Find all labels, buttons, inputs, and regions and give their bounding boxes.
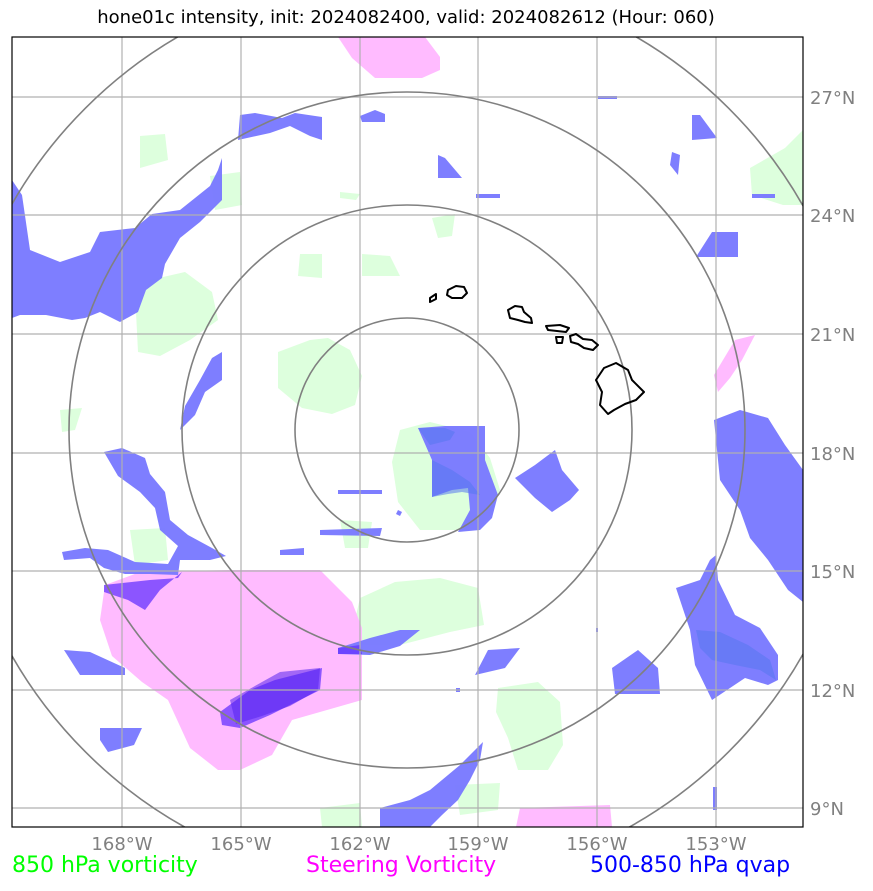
steering-vorticity-area bbox=[714, 335, 755, 392]
qvap-area bbox=[12, 158, 222, 322]
qvap-area bbox=[714, 410, 803, 602]
steering-vorticity-area bbox=[516, 805, 612, 827]
vorticity-850-area bbox=[60, 408, 82, 432]
lat-tick-label: 21°N bbox=[810, 325, 855, 346]
plot-title: hone01c intensity, init: 2024082400, val… bbox=[97, 7, 715, 28]
island-hawaii bbox=[595, 362, 645, 415]
range-ring bbox=[181, 204, 633, 656]
qvap-area bbox=[280, 548, 304, 555]
qvap-area bbox=[180, 352, 222, 430]
vorticity-850-area bbox=[355, 578, 484, 645]
vorticity-850-area bbox=[362, 254, 400, 276]
island-niihau bbox=[429, 293, 437, 303]
island-maui bbox=[569, 333, 599, 351]
qvap-area bbox=[360, 110, 385, 122]
island-lanai bbox=[555, 336, 564, 344]
vorticity-850-area bbox=[320, 803, 362, 827]
legend-steering-vorticity: Steering Vorticity bbox=[306, 853, 497, 878]
range-ring bbox=[294, 317, 520, 543]
legend-qvap: 500-850 hPa qvap bbox=[590, 853, 791, 878]
qvap-area bbox=[612, 650, 660, 694]
steering-vorticity-area bbox=[100, 570, 362, 770]
overlap-area bbox=[104, 572, 182, 610]
overlap-area bbox=[230, 668, 320, 724]
lon-tick-label: 162°W bbox=[329, 834, 390, 855]
lon-tick-label: 159°W bbox=[447, 834, 508, 855]
island-molokai bbox=[545, 324, 570, 333]
qvap-area bbox=[696, 232, 738, 257]
lat-tick-label: 18°N bbox=[810, 444, 855, 465]
steering-vorticity-layer bbox=[100, 37, 755, 827]
overlap-area bbox=[338, 645, 362, 654]
vorticity-850-area bbox=[750, 130, 803, 205]
vorticity-850-area bbox=[496, 682, 563, 770]
qvap-area bbox=[438, 155, 462, 178]
vorticity-850-area bbox=[432, 214, 455, 238]
lon-tick-label: 153°W bbox=[685, 834, 746, 855]
lon-tick-label: 168°W bbox=[91, 834, 152, 855]
vorticity-850-area bbox=[298, 254, 322, 278]
vorticity-850-area bbox=[136, 272, 218, 356]
qvap-area bbox=[476, 194, 500, 198]
island-kauai bbox=[446, 285, 468, 299]
overlap-layer bbox=[104, 572, 362, 728]
lon-tick-label: 165°W bbox=[210, 834, 271, 855]
lat-tick-label: 12°N bbox=[810, 681, 855, 702]
qvap-area bbox=[238, 113, 322, 140]
vorticity-850-area bbox=[340, 192, 360, 200]
island-oahu bbox=[507, 305, 533, 324]
qvap-area bbox=[692, 115, 717, 140]
legend-850-vorticity: 850 hPa vorticity bbox=[12, 853, 198, 878]
lat-tick-label: 15°N bbox=[810, 562, 855, 583]
coastline-hawaii bbox=[429, 285, 645, 415]
qvap-area bbox=[320, 528, 382, 536]
qvap-area bbox=[100, 728, 142, 752]
graticule bbox=[12, 37, 803, 827]
qvap-area bbox=[670, 152, 680, 175]
qvap-vort-overlap-area bbox=[432, 460, 480, 497]
vorticity-850-area bbox=[140, 134, 168, 168]
qvap-area bbox=[515, 450, 579, 512]
qvap-area bbox=[676, 555, 778, 700]
vorticity-850-area bbox=[130, 528, 168, 565]
qvap-area bbox=[396, 510, 402, 516]
lat-tick-labels: 27°N 24°N 21°N 18°N 15°N 12°N 9°N bbox=[810, 88, 855, 820]
lat-tick-label: 9°N bbox=[810, 799, 844, 820]
lon-tick-label: 156°W bbox=[566, 834, 627, 855]
qvap-area bbox=[64, 650, 125, 675]
vorticity-850-area bbox=[278, 338, 362, 414]
qvap-area bbox=[475, 648, 520, 675]
steering-vorticity-area bbox=[338, 37, 440, 78]
lat-tick-label: 27°N bbox=[810, 88, 855, 109]
range-ring bbox=[68, 91, 746, 769]
qvap-area bbox=[752, 194, 775, 198]
lat-tick-label: 24°N bbox=[810, 206, 855, 227]
qvap-area bbox=[380, 742, 483, 827]
lon-tick-labels: 168°W 165°W 162°W 159°W 156°W 153°W bbox=[91, 834, 746, 855]
qvap-vort-overlap-area bbox=[418, 428, 455, 445]
qvap-area bbox=[62, 448, 226, 575]
axes-frame bbox=[11, 36, 804, 828]
